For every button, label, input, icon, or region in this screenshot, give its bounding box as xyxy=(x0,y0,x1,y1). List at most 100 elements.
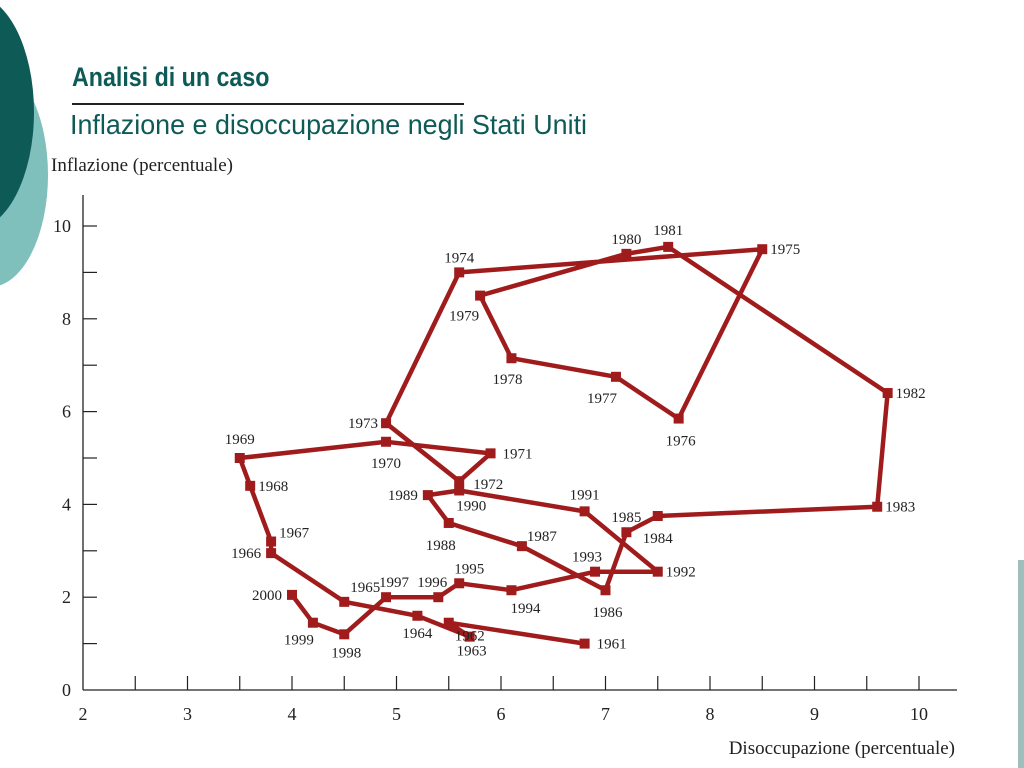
data-point-1983 xyxy=(872,501,883,512)
data-point-1973 xyxy=(381,418,392,429)
data-point-1965 xyxy=(339,596,350,607)
y-tick-label: 0 xyxy=(62,680,71,700)
point-label-1965: 1965 xyxy=(350,580,380,596)
x-tick-label: 10 xyxy=(910,704,928,724)
point-label-1999: 1999 xyxy=(284,633,314,649)
point-label-1985: 1985 xyxy=(611,510,641,526)
point-label-1970: 1970 xyxy=(371,456,401,472)
data-point-1992 xyxy=(652,566,663,577)
point-label-1990: 1990 xyxy=(456,498,486,514)
data-point-1994 xyxy=(506,585,517,596)
data-point-1964 xyxy=(412,610,423,621)
point-label-1987: 1987 xyxy=(527,529,558,545)
point-label-1981: 1981 xyxy=(653,223,683,239)
data-point-1961 xyxy=(579,638,590,649)
data-point-1972 xyxy=(454,476,465,487)
data-point-1963 xyxy=(464,631,475,642)
data-point-1990 xyxy=(454,485,465,496)
x-tick-label: 4 xyxy=(288,704,297,724)
y-tick-label: 6 xyxy=(62,402,71,422)
point-label-1969: 1969 xyxy=(225,432,255,448)
series-line xyxy=(237,244,890,646)
data-point-2000 xyxy=(287,589,297,600)
data-point-1974 xyxy=(454,267,465,278)
data-point-1991 xyxy=(579,506,590,517)
point-label-1993: 1993 xyxy=(572,550,602,566)
point-label-1978: 1978 xyxy=(492,372,522,388)
data-point-1988 xyxy=(443,517,454,528)
data-point-1995 xyxy=(454,578,465,589)
data-point-1986 xyxy=(600,585,611,596)
point-label-1995: 1995 xyxy=(454,561,484,577)
point-label-1988: 1988 xyxy=(426,538,456,554)
data-point-1993 xyxy=(590,566,601,577)
data-point-1970 xyxy=(381,436,392,447)
point-label-1986: 1986 xyxy=(593,605,624,621)
chart-series xyxy=(234,241,893,649)
x-tick-label: 2 xyxy=(79,704,88,724)
slide-subtitle: Inflazione e disoccupazione negli Stati … xyxy=(70,109,588,140)
data-point-1998 xyxy=(339,629,350,640)
data-point-1984 xyxy=(652,511,663,521)
data-point-1987 xyxy=(516,541,527,552)
point-label-1961: 1961 xyxy=(597,637,627,653)
point-label-1977: 1977 xyxy=(587,391,618,407)
slide-title: Analisi di un caso xyxy=(72,62,270,92)
point-label-1971: 1971 xyxy=(503,446,533,462)
data-point-1968 xyxy=(245,480,256,491)
title-divider xyxy=(72,103,464,105)
y-tick-label: 10 xyxy=(53,216,71,236)
point-label-1998: 1998 xyxy=(331,645,361,661)
point-label-1967: 1967 xyxy=(279,526,310,542)
data-point-1969 xyxy=(234,453,245,463)
data-point-1967 xyxy=(266,536,277,547)
point-label-1966: 1966 xyxy=(231,546,262,562)
point-label-1972: 1972 xyxy=(473,477,503,493)
data-point-1977 xyxy=(610,371,621,382)
point-label-1976: 1976 xyxy=(666,434,697,450)
x-tick-label: 8 xyxy=(706,704,715,724)
data-point-1981 xyxy=(663,241,674,252)
point-label-1968: 1968 xyxy=(258,479,288,495)
data-point-1978 xyxy=(506,353,517,364)
data-point-1980 xyxy=(621,248,632,259)
point-label-1979: 1979 xyxy=(449,309,479,325)
data-point-1996 xyxy=(433,592,444,603)
x-tick-label: 5 xyxy=(392,704,401,724)
point-label-1989: 1989 xyxy=(388,488,418,504)
x-tick-label: 3 xyxy=(183,704,192,724)
point-label-1984: 1984 xyxy=(643,531,674,547)
data-point-1976 xyxy=(673,413,684,424)
point-label-1980: 1980 xyxy=(611,232,641,248)
point-label-1974: 1974 xyxy=(444,250,475,266)
y-tick-label: 8 xyxy=(62,309,71,329)
y-tick-label: 4 xyxy=(62,494,71,514)
point-label-1975: 1975 xyxy=(770,242,800,258)
point-label-1963: 1963 xyxy=(457,644,487,660)
x-tick-label: 6 xyxy=(497,704,506,724)
data-point-1982 xyxy=(882,388,893,399)
point-label-1994: 1994 xyxy=(510,601,541,617)
point-label-1962: 1962 xyxy=(455,629,485,645)
point-label-1996: 1996 xyxy=(417,575,448,591)
y-tick-label: 2 xyxy=(62,587,71,607)
point-label-1964: 1964 xyxy=(402,626,433,642)
point-label-1982: 1982 xyxy=(896,386,926,402)
x-tick-label: 9 xyxy=(810,704,819,724)
data-point-1985 xyxy=(621,527,632,538)
point-label-1983: 1983 xyxy=(885,500,915,516)
data-point-1975 xyxy=(757,244,768,255)
data-point-1999 xyxy=(307,617,318,628)
point-label-1997: 1997 xyxy=(379,575,410,591)
data-point-1966 xyxy=(266,548,277,559)
decor-bottom-right xyxy=(1018,560,1024,768)
x-axis-title: Disoccupazione (percentuale) xyxy=(729,738,955,759)
data-point-1997 xyxy=(381,592,392,603)
data-point-1979 xyxy=(475,290,486,301)
data-point-1971 xyxy=(485,448,496,459)
